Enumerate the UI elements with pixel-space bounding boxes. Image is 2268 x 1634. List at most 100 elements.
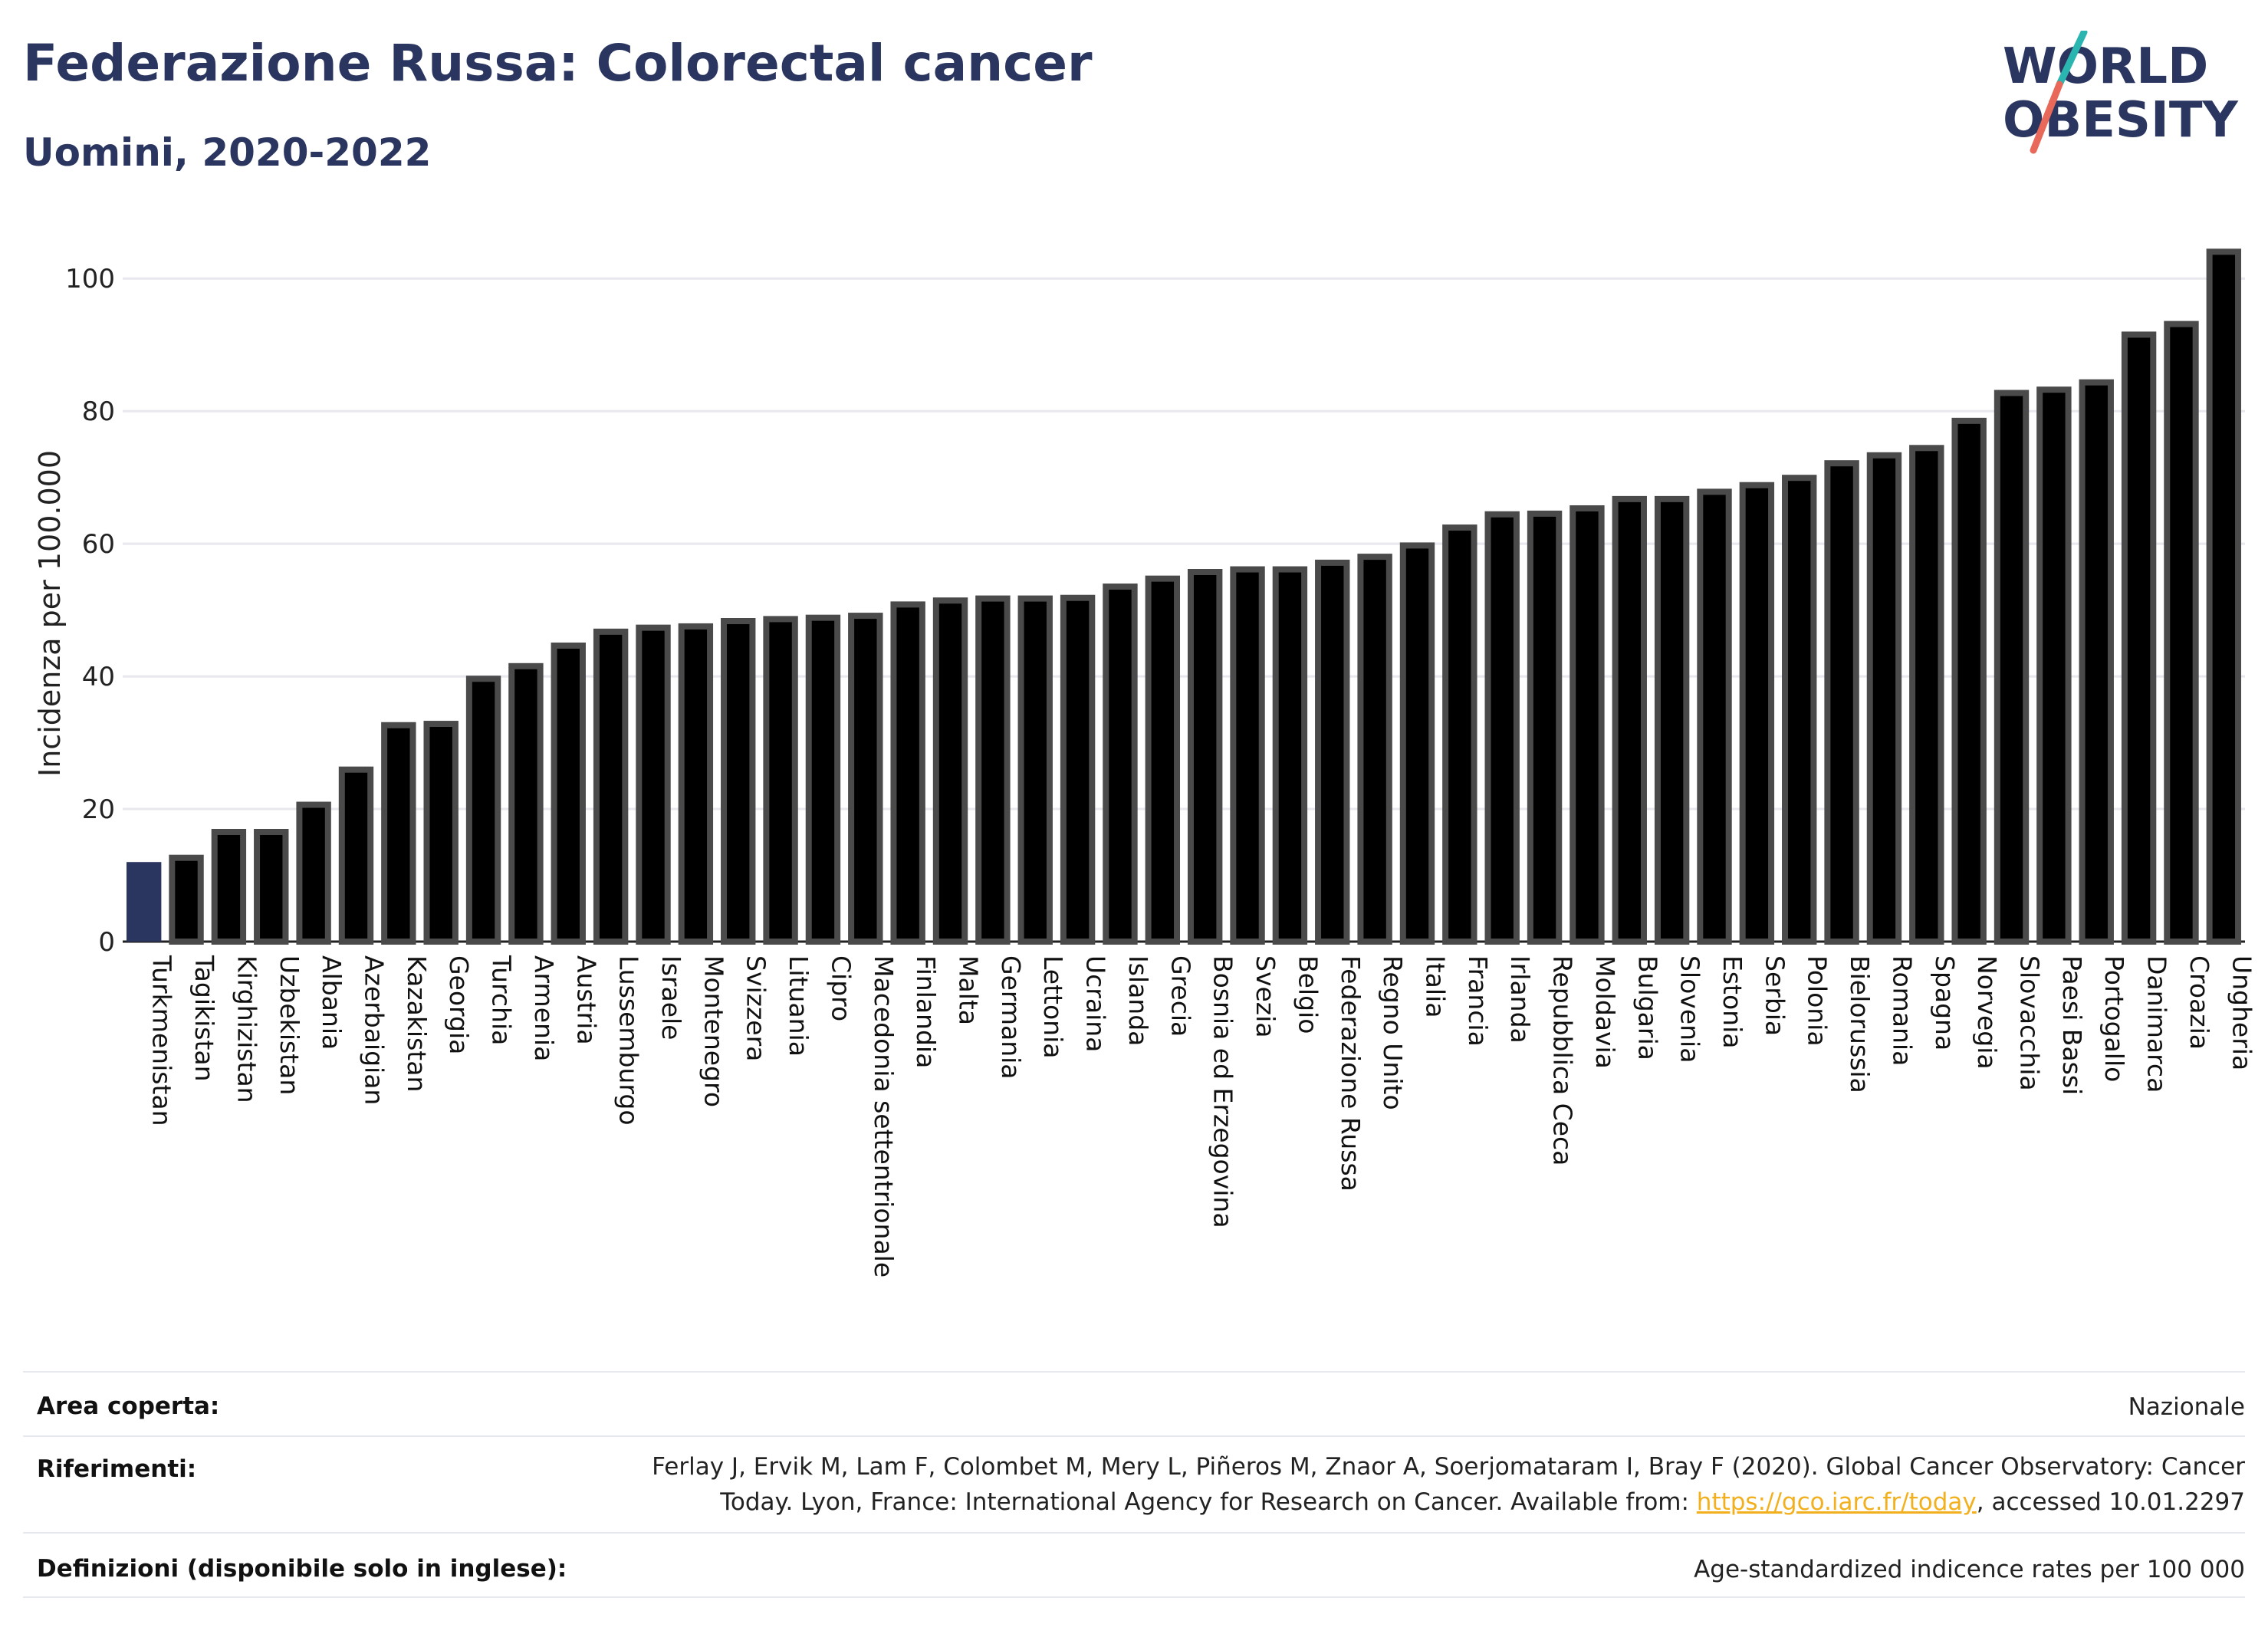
bar [1442, 524, 1477, 945]
bar [1824, 460, 1859, 945]
references-line-1: Ferlay J, Ervik M, Lam F, Colombet M, Me… [652, 1453, 2245, 1481]
bar [1103, 584, 1138, 945]
page-title: Federazione Russa: Colorectal cancer [23, 34, 1093, 93]
bar [721, 617, 756, 945]
x-tick-label: Svizzera [741, 955, 771, 1061]
definitions-label: Definizioni (disponibile solo in inglese… [37, 1555, 567, 1583]
world-obesity-logo: WORLD OBESITY [2003, 31, 2238, 154]
x-tick-label: Croazia [2184, 955, 2214, 1050]
y-axis-label: Incidenza per 100.000 [33, 450, 67, 777]
bar [636, 624, 671, 945]
bar [1484, 511, 1520, 945]
bar [1909, 445, 1944, 945]
definitions-value: Age-standardized indicence rates per 100… [1694, 1556, 2245, 1583]
bar [1697, 488, 1732, 945]
bar [423, 721, 459, 945]
x-tick-label: Bulgaria [1632, 955, 1662, 1060]
page-subtitle: Uomini, 2020-2022 [23, 130, 432, 175]
bar [1612, 495, 1647, 945]
x-tick-label: Israele [656, 955, 686, 1041]
bar [1654, 495, 1690, 945]
bar [2036, 386, 2072, 945]
references-label: Riferimenti: [37, 1455, 197, 1483]
x-tick-label: Regno Unito [1378, 955, 1408, 1110]
bar [890, 601, 925, 945]
x-tick-label: Turkmenistan [147, 955, 177, 1126]
x-tick-label: Serbia [1760, 955, 1790, 1036]
x-tick-label: Francia [1463, 955, 1493, 1047]
x-tick-label: Azerbaigian [359, 955, 389, 1105]
x-tick-label: Macedonia settentrionale [869, 955, 899, 1277]
x-tick-label: Georgia [444, 955, 474, 1054]
y-tick-label: 60 [82, 529, 115, 560]
x-tick-label: Lettonia [1038, 955, 1068, 1058]
bar [551, 642, 586, 945]
bar [126, 862, 162, 942]
y-tick-label: 100 [65, 264, 115, 294]
meta-row-definitions: Definizioni (disponibile solo in inglese… [23, 1532, 2245, 1598]
x-tick-label: Lituania [784, 955, 814, 1057]
area-label: Area coperta: [37, 1392, 220, 1420]
logo-slash-bottom [2030, 81, 2063, 154]
y-tick-label: 40 [82, 662, 115, 692]
bar [169, 854, 204, 945]
x-tick-label: Spagna [1930, 955, 1960, 1050]
x-tick-label: Svezia [1251, 955, 1280, 1038]
bar [932, 597, 968, 945]
x-tick-label: Moldavia [1590, 955, 1620, 1069]
x-tick-label: Danimarca [2142, 955, 2172, 1093]
bar [1230, 566, 1265, 945]
meta-row-area: Area coperta: Nazionale [23, 1371, 2245, 1437]
metadata-table: Area coperta: Nazionale Riferimenti: Fer… [23, 1371, 2245, 1601]
references-accessed: , accessed 10.01.2297 [1976, 1488, 2245, 1516]
x-tick-label: Kirghizistan [232, 955, 261, 1103]
logo-line1: WORLD [2003, 38, 2208, 95]
x-tick-label: Finlandia [911, 955, 941, 1068]
references-line-2-text: Today. Lyon, France: International Agenc… [720, 1488, 1697, 1516]
bar [975, 595, 1011, 945]
x-tick-label: Slovenia [1675, 955, 1705, 1063]
x-tick-label: Bielorussia [1845, 955, 1875, 1093]
bar [848, 613, 883, 945]
x-tick-label: Romania [1887, 955, 1917, 1066]
x-tick-label: Armenia [529, 955, 559, 1061]
x-tick-label: Islanda [1123, 955, 1153, 1046]
x-tick-label: Slovacchia [2015, 955, 2045, 1091]
bar [1527, 510, 1563, 945]
bar [1570, 505, 1605, 945]
x-tick-label: Italia [1420, 955, 1450, 1018]
x-tick-label: Cipro [826, 955, 856, 1021]
x-tick-label: Portogallo [2099, 955, 2129, 1082]
x-tick-label: Albania [317, 955, 347, 1050]
bar [1315, 559, 1350, 945]
bar [1272, 566, 1308, 945]
bar [1145, 575, 1181, 945]
x-tick-label: Malta [954, 955, 984, 1025]
x-tick-label: Turchia [487, 955, 517, 1045]
bar [254, 828, 289, 945]
bar [1739, 482, 1775, 945]
y-axis-ticks: 0 20 40 60 80 100 [65, 264, 115, 958]
x-tick-label: Polonia [1803, 955, 1832, 1047]
x-tick-label: Kazakistan [402, 955, 432, 1092]
bar [211, 828, 247, 945]
x-tick-label: Estonia [1717, 955, 1747, 1048]
x-tick-label: Austria [571, 955, 601, 1045]
x-tick-label: Ucraina [1081, 955, 1111, 1052]
x-tick-label: Bosnia ed Erzegovina [1208, 955, 1238, 1228]
references-link[interactable]: https://gco.iarc.fr/today [1696, 1488, 1977, 1516]
bar [338, 766, 374, 945]
bars [126, 248, 2242, 945]
y-tick-label: 20 [82, 794, 115, 825]
y-tick-label: 0 [98, 927, 115, 958]
bar [2164, 321, 2199, 945]
bar [1060, 594, 1096, 945]
bar [296, 801, 331, 945]
x-tick-label: Tagikistan [189, 955, 219, 1082]
references-text: Ferlay J, Ervik M, Lam F, Colombet M, Me… [482, 1449, 2245, 1520]
x-tick-label: Ungheria [2227, 955, 2256, 1070]
x-tick-label: Belgio [1293, 955, 1323, 1034]
x-tick-label: Grecia [1165, 955, 1195, 1037]
references-line-2: Today. Lyon, France: International Agenc… [482, 1484, 2245, 1520]
bar [381, 722, 416, 945]
